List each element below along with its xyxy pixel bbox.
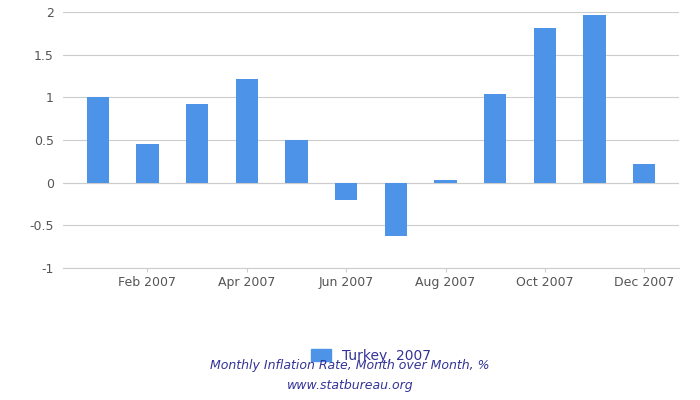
Bar — [335, 183, 357, 200]
Legend: Turkey, 2007: Turkey, 2007 — [305, 344, 437, 368]
Bar — [136, 144, 159, 183]
Bar — [186, 104, 209, 183]
Bar — [434, 180, 456, 183]
Bar — [484, 94, 506, 183]
Text: www.statbureau.org: www.statbureau.org — [287, 380, 413, 392]
Bar — [236, 80, 258, 183]
Bar — [633, 164, 655, 183]
Bar — [385, 183, 407, 236]
Text: Monthly Inflation Rate, Month over Month, %: Monthly Inflation Rate, Month over Month… — [210, 360, 490, 372]
Bar — [583, 16, 606, 183]
Bar — [286, 140, 308, 183]
Bar — [533, 28, 556, 183]
Bar — [87, 97, 109, 183]
